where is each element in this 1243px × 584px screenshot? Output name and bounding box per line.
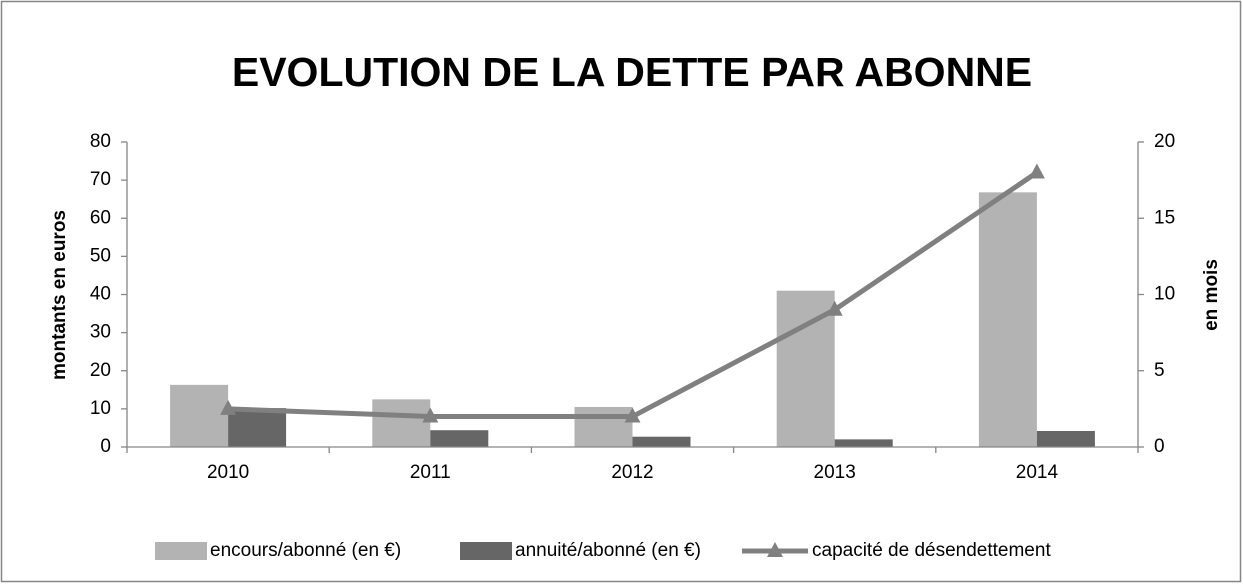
- x-tick-label: 2014: [1016, 462, 1059, 483]
- y-tick-label: 40: [90, 284, 111, 305]
- line-marker: [220, 399, 237, 415]
- bar: [834, 439, 893, 447]
- bar: [574, 406, 633, 447]
- y-axis-label: montants en euros: [49, 210, 70, 380]
- y-tick-label: 80: [90, 131, 111, 152]
- bar: [228, 408, 287, 447]
- y2-tick-label: 0: [1154, 436, 1165, 457]
- y2-tick-label: 5: [1154, 360, 1165, 381]
- legend-label: annuité/abonné (en €): [515, 540, 701, 561]
- y2-tick-label: 10: [1154, 284, 1175, 305]
- line-marker: [624, 407, 641, 423]
- y-tick-label: 30: [90, 322, 111, 343]
- legend-label: encours/abonné (en €): [210, 540, 401, 561]
- y-tick-label: 0: [100, 436, 111, 457]
- bar: [1036, 430, 1095, 447]
- y2-tick-label: 20: [1154, 131, 1175, 152]
- bar: [632, 436, 691, 447]
- line-marker: [826, 300, 843, 316]
- bar: [170, 384, 229, 447]
- x-tick-label: 2012: [611, 462, 653, 483]
- y-tick-label: 70: [90, 169, 111, 190]
- line-marker: [1028, 163, 1045, 179]
- legend-label: capacité de désendettement: [812, 540, 1051, 561]
- y-tick-label: 50: [90, 245, 111, 266]
- legend-swatch: [155, 542, 207, 560]
- legend-swatch: [460, 542, 512, 560]
- y2-tick-label: 15: [1154, 207, 1175, 228]
- bar: [372, 399, 431, 447]
- chart-title: EVOLUTION DE LA DETTE PAR ABONNE: [232, 49, 1032, 95]
- y-tick-label: 60: [90, 207, 111, 228]
- y-tick-label: 10: [90, 398, 111, 419]
- y2-axis-label: en mois: [1201, 259, 1222, 331]
- x-tick-label: 2010: [207, 462, 249, 483]
- y-tick-label: 20: [90, 360, 111, 381]
- bar: [978, 192, 1037, 447]
- bar: [430, 430, 489, 447]
- x-tick-label: 2011: [410, 462, 451, 483]
- line-marker: [422, 407, 439, 423]
- x-tick-label: 2013: [814, 462, 856, 483]
- legend-marker: [767, 542, 783, 557]
